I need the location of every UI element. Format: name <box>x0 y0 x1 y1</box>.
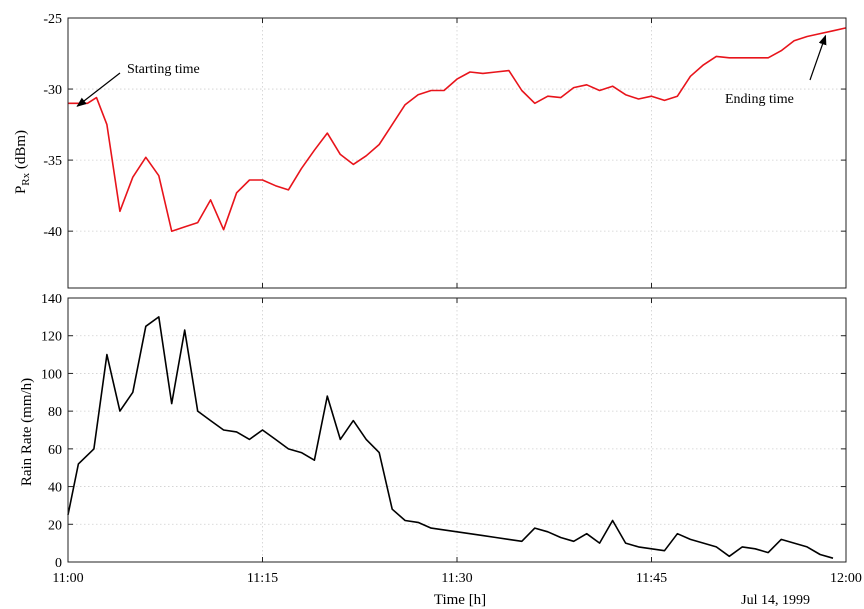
rain-xtick-label-4: 12:00 <box>830 571 862 586</box>
rain-xtick-label-2: 11:30 <box>441 571 472 586</box>
power-ylabel-subscript: Rx <box>20 172 32 185</box>
power-ytick-label-3: -40 <box>43 225 62 240</box>
starting-time-label: Starting time <box>127 62 200 77</box>
rain-panel: 0 20 40 60 80 100 120 140 11:00 11:15 11:30 11:45 12… <box>41 292 862 586</box>
power-series-line-0 <box>68 27 847 232</box>
power-ytick-label-0: -25 <box>43 12 62 27</box>
rain-ylabel: Rain Rate (mm/h) <box>19 378 35 486</box>
rain-ytick-label-0: 0 <box>55 556 62 571</box>
rain-series-line-0 <box>67 316 834 559</box>
starting-time-arrow <box>76 72 121 107</box>
rain-ytick-label-3: 60 <box>48 443 62 458</box>
power-panel: -25 -30 -35 -40 Starting time Ending time <box>43 12 847 289</box>
date-label: Jul 14, 1999 <box>741 593 810 608</box>
rain-ytick-label-4: 80 <box>48 405 62 420</box>
power-ylabel: PRx (dBm) <box>13 130 32 194</box>
rain-plot-frame <box>67 297 847 563</box>
ending-time-arrow <box>809 34 827 81</box>
rain-ytick-label-6: 120 <box>41 330 62 345</box>
rain-ytick-label-1: 20 <box>48 518 62 533</box>
rain-xtick-label-3: 11:45 <box>636 571 667 586</box>
rain-ytick-label-5: 100 <box>41 367 62 382</box>
power-ytick-label-2: -35 <box>43 154 62 169</box>
x-axis-label: Time [h] <box>434 592 486 608</box>
rain-xtick-label-1: 11:15 <box>247 571 278 586</box>
rain-ytick-label-2: 40 <box>48 481 62 496</box>
power-ylabel-unit: (dBm) <box>13 130 29 173</box>
rain-ytick-label-7: 140 <box>41 292 62 307</box>
rain-xtick-label-0: 11:00 <box>52 571 83 586</box>
power-ytick-label-1: -30 <box>43 83 62 98</box>
ending-time-label: Ending time <box>725 92 794 107</box>
power-plot-frame <box>67 17 847 289</box>
